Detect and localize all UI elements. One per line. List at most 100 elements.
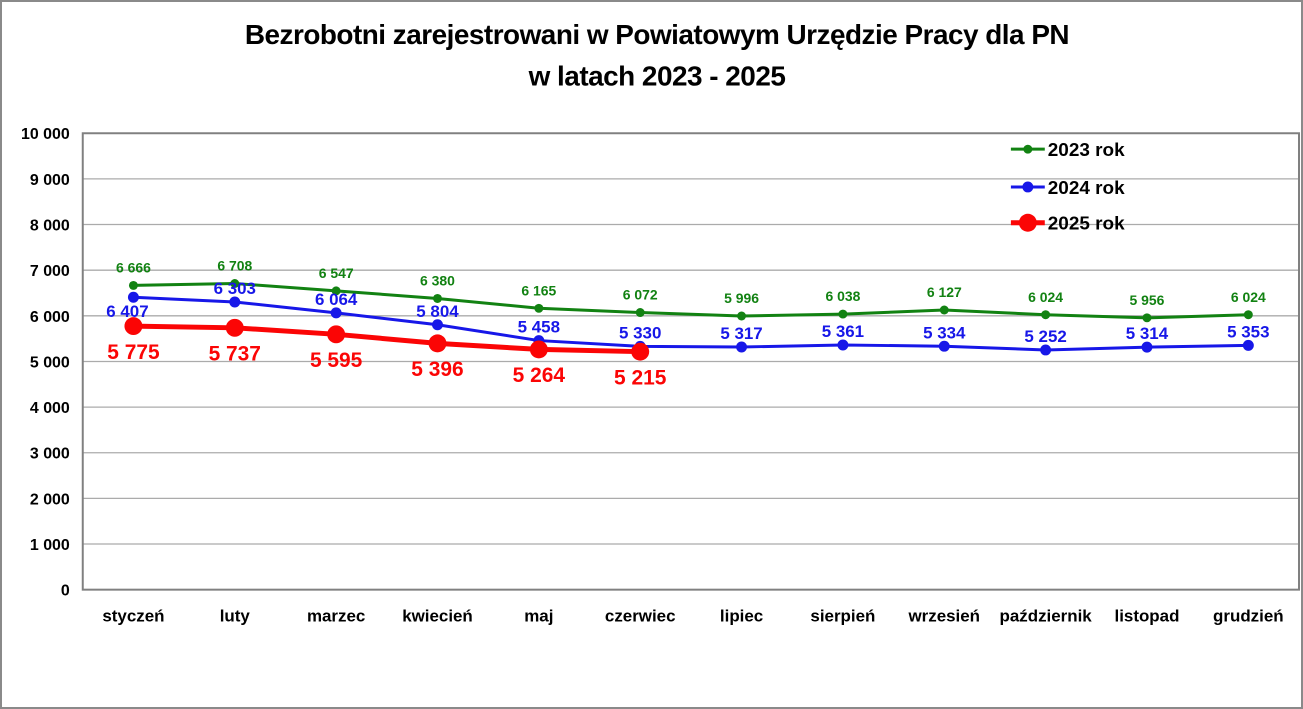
x-axis-category-label: listopad	[1115, 607, 1180, 626]
data-labels: 6 666 6 708 6 547 6 380 6 165 6 072 5 996 6 038…	[106, 258, 1269, 390]
x-axis-category-label: grudzień	[1213, 607, 1284, 626]
data-point-marker	[229, 296, 241, 308]
data-point-marker	[529, 340, 548, 359]
data-point-label: 6 064	[315, 290, 358, 309]
legend-label: 2023 rok	[1048, 140, 1125, 161]
y-axis-tick-label: 2 000	[30, 491, 70, 508]
data-point-label: 5 330	[619, 323, 661, 342]
x-axis-category-label: luty	[220, 607, 251, 626]
chart-title-line1: Bezrobotni zarejestrowani w Powiatowym U…	[245, 19, 1069, 50]
y-axis-tick-label: 10 000	[21, 126, 70, 143]
x-axis-category-label: październik	[1000, 607, 1093, 626]
y-axis-tick-label: 1 000	[30, 537, 70, 554]
data-point-label: 6 303	[214, 279, 256, 298]
x-axis-category-label: wrzesień	[908, 607, 981, 626]
legend-item: 2023 rok	[1010, 140, 1125, 161]
data-point-marker	[635, 308, 645, 318]
data-point-marker	[534, 303, 544, 313]
data-point-label: 6 024	[1028, 289, 1063, 305]
series-line	[131, 282, 1250, 320]
y-axis-tick-label: 0	[61, 583, 70, 600]
data-point-marker	[1142, 313, 1152, 323]
data-point-label: 6 708	[217, 258, 252, 274]
y-axis-tick-label: 4 000	[30, 400, 70, 417]
data-point-label: 5 396	[411, 358, 463, 381]
data-point-marker	[737, 311, 747, 321]
data-point-label: 5 353	[1227, 322, 1269, 341]
y-axis-tick-label: 5 000	[30, 354, 70, 371]
data-point-label: 6 038	[825, 288, 860, 304]
series-2023-rok	[128, 279, 1253, 323]
y-axis-tick-label: 9 000	[30, 172, 70, 189]
data-point-label: 6 407	[106, 302, 148, 321]
data-point-label: 6 380	[420, 273, 455, 289]
grid	[82, 178, 1300, 545]
x-axis-category-label: czerwiec	[605, 607, 676, 626]
data-point-label: 6 127	[927, 284, 962, 300]
data-point-label: 6 547	[319, 265, 354, 281]
data-point-marker	[432, 319, 443, 331]
legend: 2023 rok 2024 rok 2025 rok	[1010, 140, 1125, 235]
data-point-marker	[327, 325, 346, 344]
data-point-marker	[127, 291, 139, 303]
x-axis-category-label: maj	[524, 607, 553, 626]
y-axis-tick-label: 3 000	[30, 446, 70, 463]
legend-item: 2024 rok	[1010, 178, 1125, 199]
legend-label: 2024 rok	[1048, 178, 1125, 199]
data-point-label: 5 215	[614, 366, 667, 389]
legend-marker-icon	[1023, 144, 1033, 154]
x-axis-category-label: kwiecień	[402, 607, 473, 626]
data-point-marker	[837, 339, 849, 351]
data-point-marker	[331, 286, 341, 296]
series-2025-rok	[124, 317, 650, 361]
x-axis-category-label: lipiec	[720, 607, 763, 626]
data-point-label: 5 252	[1024, 327, 1066, 346]
data-point-marker	[1243, 310, 1253, 320]
data-point-marker	[938, 340, 950, 352]
legend-marker-icon	[1018, 213, 1037, 232]
data-point-label: 6 666	[116, 260, 151, 276]
data-point-label: 5 956	[1130, 292, 1165, 308]
data-point-marker	[838, 309, 848, 319]
data-point-label: 5 595	[310, 349, 363, 372]
data-point-label: 5 996	[724, 290, 759, 306]
data-point-marker	[939, 305, 949, 315]
plot-area	[124, 279, 1254, 361]
data-point-marker	[1041, 310, 1051, 320]
series-2024-rok	[127, 291, 1254, 356]
data-point-label: 5 317	[720, 324, 762, 343]
data-point-marker	[428, 334, 447, 353]
data-point-marker	[1141, 341, 1153, 353]
data-point-label: 5 458	[518, 318, 560, 337]
legend-label: 2025 rok	[1048, 214, 1125, 235]
axes: 0 1 000 2 000 3 000 4 000 5 000 6 000 7 000 8 00…	[21, 126, 1301, 626]
data-point-label: 5 314	[1126, 324, 1169, 343]
data-point-label: 6 165	[521, 282, 556, 298]
plot-border	[81, 132, 1301, 591]
data-point-marker	[631, 342, 650, 361]
data-point-label: 5 264	[513, 364, 566, 387]
data-point-label: 5 775	[107, 341, 160, 364]
data-point-marker	[128, 280, 138, 290]
data-point-marker	[230, 279, 240, 288]
data-point-label: 5 334	[923, 323, 966, 342]
series-line	[130, 323, 643, 355]
data-point-label: 5 737	[209, 343, 261, 366]
data-point-marker	[124, 317, 143, 336]
legend-item: 2025 rok	[1010, 213, 1125, 235]
data-point-label: 5 804	[416, 302, 459, 321]
data-point-marker	[433, 294, 442, 303]
series-line	[131, 295, 1250, 352]
data-point-label: 5 361	[822, 322, 864, 341]
data-point-marker	[736, 341, 748, 353]
data-point-marker	[1242, 339, 1254, 351]
data-point-label: 6 072	[623, 287, 658, 303]
data-point-marker	[1040, 344, 1052, 356]
y-axis-tick-label: 7 000	[30, 263, 70, 280]
y-axis-tick-label: 6 000	[30, 309, 70, 326]
legend-marker-icon	[1022, 181, 1034, 193]
data-point-marker	[330, 307, 342, 319]
y-axis-tick-label: 8 000	[30, 218, 70, 235]
